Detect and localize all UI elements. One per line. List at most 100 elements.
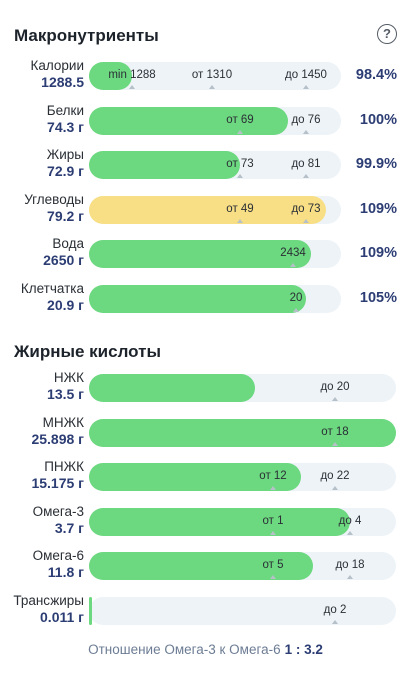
nutrient-amount: 72.9 г [47, 163, 84, 179]
range-mark-label: до 81 [291, 158, 321, 170]
nutrient-amount: 1288.5 [41, 74, 84, 90]
progress-fill [89, 463, 301, 491]
range-mark-label: min 1288 [108, 69, 156, 81]
progress-track: 2434 [89, 240, 341, 268]
range-mark-label: от 73 [226, 158, 254, 170]
range-mark-label: от 5 [262, 559, 284, 571]
nutrient-amount: 11.8 г [47, 564, 84, 580]
nutrient-row[interactable]: Трансжиры 0.011 г до 2 [0, 593, 411, 635]
progress-fill [89, 596, 92, 625]
nutrient-row[interactable]: Белки 74.3 г от 69 до 76 100% [0, 103, 411, 145]
range-mark-label: от 49 [226, 202, 254, 215]
fatty-acids-title: Жирные кислоты [14, 342, 161, 361]
nutrient-row[interactable]: ПНЖК 15.175 г от 12 до 22 [0, 459, 411, 501]
progress-track: от 12 до 22 [89, 463, 396, 491]
nutrient-row[interactable]: Вода 2650 г 2434 109% [0, 236, 411, 278]
range-tick-icon [293, 307, 299, 312]
range-mark-label: от 1 [262, 514, 284, 527]
nutrient-name: Калории [30, 58, 85, 73]
progress-fill [89, 418, 396, 447]
progress-track: от 73 до 81 [89, 151, 341, 179]
range-tick-icon [303, 174, 309, 178]
nutrient-amount: 20.9 г [47, 296, 84, 313]
range-tick-icon [270, 575, 276, 579]
range-tick-icon [237, 129, 243, 134]
range-mark-label: от 12 [259, 470, 287, 482]
nutrient-label: Жиры 72.9 г [0, 147, 84, 179]
progress-track: 20 [89, 284, 341, 313]
nutrient-amount: 0.011 г [40, 608, 84, 625]
range-mark-label: до 4 [338, 514, 362, 527]
range-tick-icon [332, 619, 338, 624]
nutrient-amount: 15.175 г [31, 475, 84, 491]
nutrient-label: ПНЖК 15.175 г [0, 459, 84, 491]
nutrient-name: Клетчатка [20, 280, 84, 296]
nutrient-row[interactable]: МНЖК 25.898 г от 18 [0, 415, 411, 457]
range-mark-label: от 18 [321, 425, 349, 438]
progress-fill [89, 507, 350, 536]
nutrient-label: Вода 2650 г [0, 236, 84, 268]
nutrient-label: Омега-6 11.8 г [0, 548, 84, 580]
nutrient-label: Омега-3 3.7 г [0, 504, 84, 536]
nutrient-name: Белки [46, 102, 84, 118]
nutrient-name: ПНЖК [44, 459, 84, 474]
range-tick-icon [332, 441, 338, 446]
progress-fill [89, 240, 311, 268]
nutrient-amount: 25.898 г [31, 430, 84, 447]
range-mark-label: до 76 [291, 113, 321, 126]
percent-value: 100% [359, 111, 397, 128]
progress-fill [89, 284, 306, 313]
progress-track: до 20 [89, 374, 396, 402]
range-tick-icon [332, 486, 338, 490]
nutrient-name: НЖК [53, 370, 84, 385]
nutrient-amount: 13.5 г [47, 386, 84, 402]
nutrient-row[interactable]: Клетчатка 20.9 г 20 105% [0, 281, 411, 323]
range-tick-icon [290, 263, 296, 267]
range-tick-icon [303, 85, 309, 89]
nutrient-name: Омега-6 [32, 548, 84, 563]
percent-value: 109% [359, 200, 397, 217]
nutrient-row[interactable]: НЖК 13.5 г до 20 [0, 370, 411, 412]
nutrient-row[interactable]: Калории 1288.5 min 1288 от 1310 до 1450 98.4% [0, 58, 411, 100]
range-mark-label: до 22 [320, 470, 350, 482]
range-mark-label: от 1310 [191, 69, 233, 81]
nutrient-name: Трансжиры [13, 592, 84, 608]
progress-track: до 2 [89, 596, 396, 625]
nutrient-name: Вода [52, 236, 84, 251]
progress-fill [89, 106, 288, 135]
nutrient-amount: 74.3 г [47, 118, 84, 135]
nutrient-row[interactable]: Омега-3 3.7 г от 1 до 4 [0, 504, 411, 546]
range-tick-icon [237, 174, 243, 178]
range-mark-label: до 1450 [285, 69, 327, 81]
nutrient-name: Углеводы [24, 191, 84, 207]
nutrient-name: МНЖК [42, 414, 84, 430]
nutrient-row[interactable]: Омега-6 11.8 г от 5 до 18 [0, 548, 411, 590]
nutrient-name: Жиры [46, 147, 84, 162]
percent-value: 99.9% [355, 156, 397, 172]
range-tick-icon [129, 85, 135, 89]
progress-track: от 5 до 18 [89, 552, 396, 580]
range-tick-icon [209, 85, 215, 89]
range-tick-icon [237, 218, 243, 223]
range-tick-icon [347, 530, 353, 535]
range-tick-icon [303, 218, 309, 223]
range-tick-icon [270, 530, 276, 535]
nutrient-label: Белки 74.3 г [0, 103, 84, 135]
range-mark-label: 2434 [280, 247, 306, 259]
omega-ratio: Отношение Омега-3 к Омега-6 1 : 3.2 [0, 642, 411, 657]
range-mark-label: до 20 [320, 381, 350, 393]
percent-value: 105% [359, 289, 397, 306]
nutrient-row[interactable]: Жиры 72.9 г от 73 до 81 99.9% [0, 147, 411, 189]
range-mark-label: до 73 [291, 202, 321, 215]
nutrient-amount: 2650 г [43, 252, 84, 268]
nutrient-row[interactable]: Углеводы 79.2 г от 49 до 73 109% [0, 192, 411, 234]
help-icon[interactable]: ? [377, 24, 397, 44]
nutrient-amount: 79.2 г [47, 207, 84, 224]
nutrient-label: Калории 1288.5 [0, 58, 85, 90]
nutrient-amount: 3.7 г [54, 519, 84, 536]
percent-value: 109% [359, 245, 397, 261]
progress-track: от 69 до 76 [89, 106, 341, 135]
range-tick-icon [332, 397, 338, 401]
omega-ratio-label: Отношение Омега-3 к Омега-6 [88, 642, 281, 657]
range-mark-label: до 2 [323, 603, 347, 616]
